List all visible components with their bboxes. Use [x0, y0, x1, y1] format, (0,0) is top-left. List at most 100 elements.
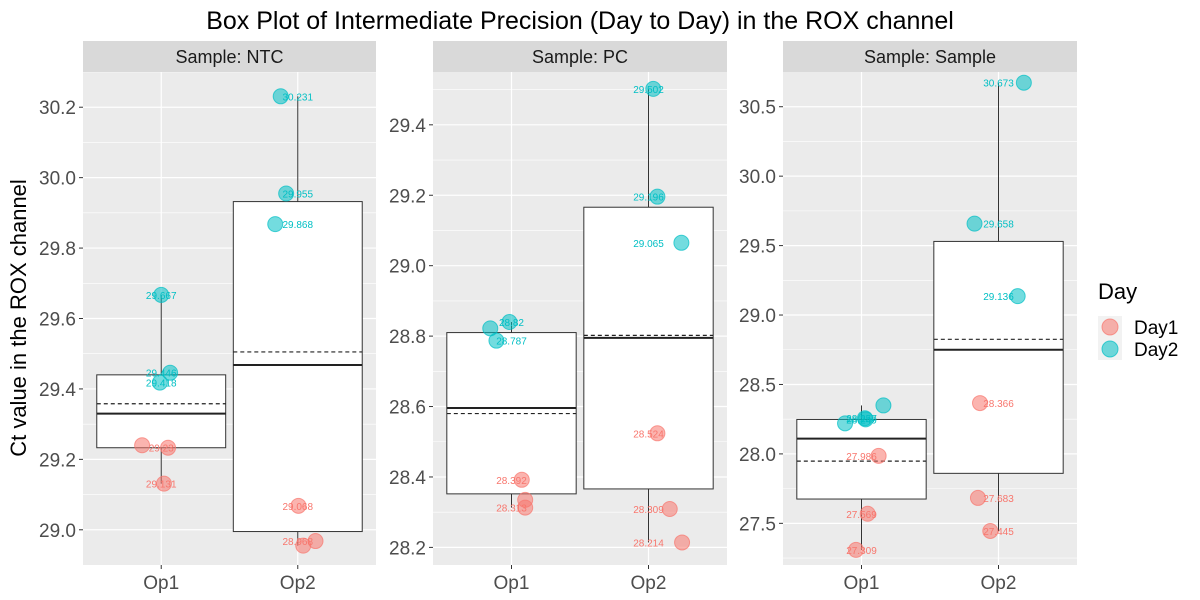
y-tick-label: 29.5: [739, 237, 776, 258]
data-point-label: 30.673: [983, 79, 1014, 90]
box: [933, 240, 1064, 474]
chart-title: Box Plot of Intermediate Precision (Day …: [206, 7, 954, 35]
data-point: [517, 499, 534, 516]
data-point-label: 29.658: [983, 220, 1014, 231]
data-point: [155, 475, 172, 492]
data-point: [1009, 288, 1026, 305]
data-point: [674, 534, 691, 551]
x-tick-label: Op2: [631, 573, 667, 594]
data-point: [661, 501, 678, 518]
data-point-label: 28.524: [633, 429, 664, 440]
data-point-label: 27.569: [846, 510, 877, 521]
data-point: [134, 437, 151, 454]
y-tick-label: 29.0: [739, 306, 776, 327]
y-tick-label: 30.2: [39, 98, 76, 119]
data-point-label: 30.231: [282, 92, 313, 103]
data-point: [673, 234, 690, 251]
data-point: [837, 415, 854, 432]
data-point: [875, 397, 892, 414]
x-tick-label: Op2: [981, 573, 1017, 594]
data-point: [649, 188, 666, 205]
data-point-label: 29.23: [149, 444, 174, 455]
x-tick-label: Op2: [280, 573, 316, 594]
y-axis-title: Ct value in the ROX channel: [6, 179, 31, 457]
y-tick-label: 30.0: [739, 167, 776, 188]
y-tick-label: 28.6: [389, 398, 426, 419]
data-point: [295, 537, 312, 554]
data-point-label: 27.309: [846, 546, 877, 557]
facet-panels: Sample: NTC 29.0 29.2 29.4 29.6 29.8 30.0 30.2 O…: [39, 41, 1077, 594]
data-point: [966, 215, 983, 232]
data-point: [160, 439, 177, 456]
data-point-label: 29.868: [282, 220, 313, 231]
facet-panel: Sample: PC 28.2 28.4 28.6 28.8 29.0 29.2 29.4 Op…: [389, 41, 727, 594]
data-point-label: 28.392: [496, 476, 527, 487]
y-tick-label: 29.2: [389, 186, 426, 207]
facet-strip: [433, 41, 727, 72]
y-tick-label: 30.5: [739, 98, 776, 119]
data-point-label: 29.136: [983, 292, 1014, 303]
facet-strip: [83, 41, 376, 72]
data-point-label: 28.313: [496, 504, 527, 515]
box: [232, 201, 363, 533]
data-point: [162, 364, 179, 381]
x-tick-label: Op1: [143, 573, 179, 594]
legend-title: Day: [1098, 279, 1137, 304]
data-point-label: 28.82: [499, 318, 524, 329]
data-point: [870, 447, 887, 464]
data-point-label: 29.955: [282, 189, 313, 200]
data-point: [856, 410, 873, 427]
data-point: [488, 332, 505, 349]
data-point-label: 27.445: [983, 527, 1014, 538]
data-point-label: 29.131: [146, 480, 177, 491]
y-tick-label: 30.0: [39, 169, 76, 190]
data-point: [278, 185, 295, 202]
y-tick-label: 28.2: [389, 538, 426, 559]
x-tick-label: Op1: [844, 573, 880, 594]
x-tick-label: Op1: [494, 573, 530, 594]
y-tick-label: 28.8: [389, 327, 426, 348]
data-point: [153, 286, 170, 303]
legend-swatch: [1101, 318, 1119, 336]
y-tick-label: 29.4: [39, 380, 76, 401]
data-point: [1015, 74, 1032, 91]
y-tick-label: 28.5: [739, 375, 776, 396]
data-point: [267, 216, 284, 233]
data-point-label: 29.196: [633, 193, 664, 204]
data-point: [972, 395, 989, 412]
data-point-label: 28.257: [846, 414, 877, 425]
data-point-label: 27.986: [846, 452, 877, 463]
facet-panel: Sample: Sample 27.5 28.0 28.5 29.0 29.5 30.0 30…: [739, 41, 1077, 594]
facet-strip: [783, 41, 1077, 72]
data-point-label: 29.502: [633, 85, 664, 96]
box: [96, 374, 227, 449]
data-point-label: 28.366: [983, 399, 1014, 410]
data-point-label: 27.683: [983, 494, 1014, 505]
y-tick-label: 29.0: [39, 521, 76, 542]
data-point-label: 28.787: [496, 337, 527, 348]
data-point: [859, 505, 876, 522]
data-point: [645, 80, 662, 97]
data-point: [151, 374, 168, 391]
facet-strip-label: Sample: NTC: [175, 47, 283, 67]
data-point-label: 29.446: [146, 369, 177, 380]
facet-panel: Sample: NTC 29.0 29.2 29.4 29.6 29.8 30.0 30.2 O…: [39, 41, 376, 594]
data-point: [513, 471, 530, 488]
data-point-label: 29.418: [146, 379, 177, 390]
box: [796, 418, 927, 500]
data-point-label: 29.667: [146, 291, 177, 302]
y-tick-label: 29.8: [39, 239, 76, 260]
box: [583, 206, 714, 490]
legend-swatch: [1101, 340, 1119, 358]
y-tick-label: 29.4: [389, 116, 426, 137]
data-point: [848, 541, 865, 558]
data-point: [290, 497, 307, 514]
y-tick-label: 28.0: [739, 445, 776, 466]
legend-label: Day1: [1134, 318, 1178, 339]
data-point-label: 29.068: [282, 502, 313, 513]
data-point: [272, 88, 289, 105]
data-point: [982, 522, 999, 539]
